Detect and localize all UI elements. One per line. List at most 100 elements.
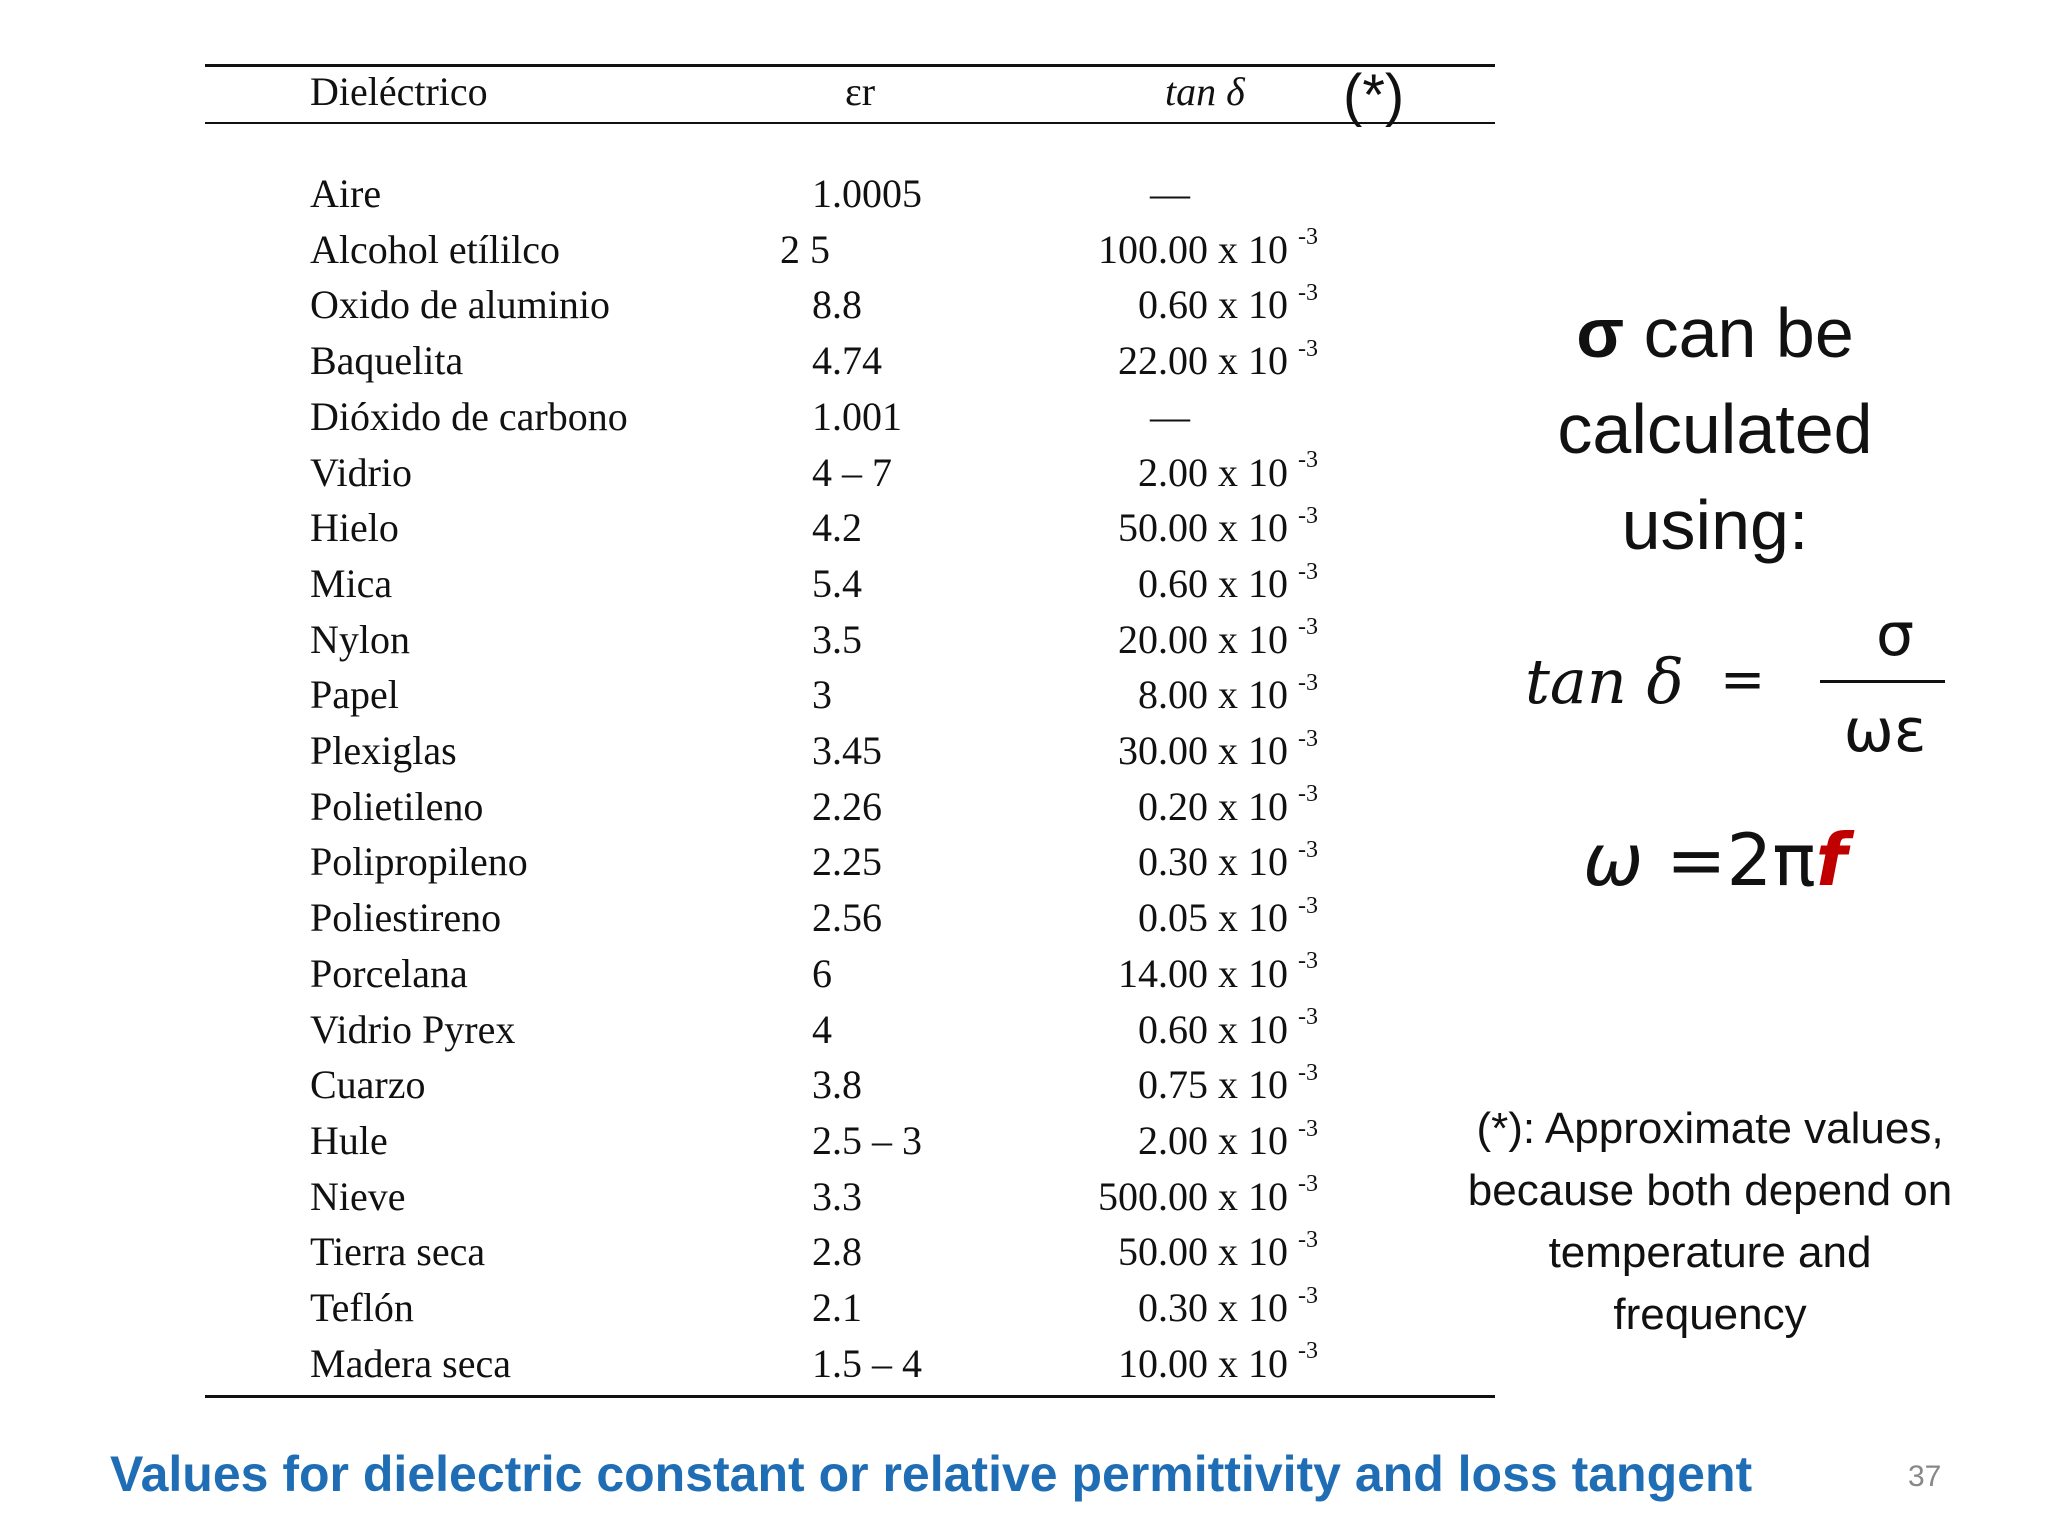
cell-dielectric: Tierra seca xyxy=(310,1229,486,1275)
note-line: (*): Approximate values, xyxy=(1476,1104,1944,1153)
cell-dielectric: Aire xyxy=(310,171,382,216)
table-header-rule xyxy=(205,122,1495,124)
cell-tan-delta: 30.00 x 10 -3 xyxy=(1118,726,1318,774)
cell-tan-delta: 0.60 x 10 -3 xyxy=(1138,559,1318,607)
cell-epsilon: 3 xyxy=(812,672,832,718)
header-tan-delta: tan δ xyxy=(1165,69,1245,114)
tan-exponent: -3 xyxy=(1298,669,1318,696)
cell-epsilon: 4.74 xyxy=(812,338,882,384)
cell-epsilon: 3.5 xyxy=(812,616,862,662)
cell-dielectric: Nieve xyxy=(310,1173,406,1219)
cell-epsilon: 5.4 xyxy=(812,560,862,606)
sigma-text-1: can be xyxy=(1624,294,1854,372)
cell-epsilon: 1.0005 xyxy=(812,171,922,216)
cell-epsilon: 3.3 xyxy=(812,1173,862,1219)
omega-formula: ω =2πf xyxy=(1500,818,1930,902)
omega-rest: =2π xyxy=(1643,818,1816,902)
page-number: 37 xyxy=(1908,1460,1942,1493)
tan-mantissa: 0.60 x 10 xyxy=(1138,282,1288,328)
cell-epsilon: 2.1 xyxy=(812,1285,862,1330)
tan-exponent: -3 xyxy=(1298,502,1318,529)
tan-exponent: -3 xyxy=(1298,948,1318,975)
cell-dielectric: Hule xyxy=(310,1117,388,1163)
cell-tan-delta: 22.00 x 10 -3 xyxy=(1118,336,1318,384)
header-dielectric: Dieléctrico xyxy=(310,69,488,114)
cell-tan-delta: 100.00 x 10 -3 xyxy=(1098,224,1318,273)
tan-mantissa: 500.00 x 10 xyxy=(1098,1173,1288,1219)
header-footnote-mark: (*) xyxy=(1343,63,1405,128)
cell-tan-delta: 10.00 x 10 -3 xyxy=(1118,1338,1318,1387)
cell-tan-delta: 2.00 x 10 -3 xyxy=(1138,1116,1318,1164)
cell-dielectric: Polietileno xyxy=(310,783,484,829)
tan-mantissa: 100.00 x 10 xyxy=(1098,226,1288,272)
cell-tan-delta: 0.30 x 10 -3 xyxy=(1138,837,1318,885)
omega-symbol: ω xyxy=(1583,818,1644,902)
cell-epsilon: 4.2 xyxy=(812,505,862,551)
cell-epsilon: 4 – 7 xyxy=(812,449,892,495)
table-row: Cuarzo 3.8 0.75 x 10 -3 xyxy=(0,1059,1500,1117)
sigma-text-2: calculated xyxy=(1557,390,1873,468)
cell-epsilon: 3.8 xyxy=(812,1062,862,1108)
cell-epsilon: 1.001 xyxy=(812,393,902,439)
tan-mantissa: 0.05 x 10 xyxy=(1138,895,1288,941)
cell-tan-delta: 2.00 x 10 -3 xyxy=(1138,447,1318,496)
cell-epsilon: 2.26 xyxy=(812,783,882,829)
note-line: temperature and xyxy=(1548,1228,1872,1277)
table-row: Tierra seca 2.8 50.00 x 10 -3 xyxy=(0,1226,1500,1284)
table-top-rule xyxy=(205,64,1495,67)
cell-dielectric: Porcelana xyxy=(310,950,468,996)
cell-epsilon: 3.45 xyxy=(812,728,882,773)
cell-epsilon: 4 xyxy=(812,1006,832,1052)
table-row: Hule 2.5 – 3 2.00 x 10 -3 xyxy=(0,1116,1500,1173)
cell-epsilon: 2.56 xyxy=(812,895,882,941)
table-row: Nylon 3.5 20.00 x 10 -3 xyxy=(0,614,1500,672)
formula-lhs: tan δ xyxy=(1525,645,1684,718)
cell-tan-delta: 8.00 x 10 -3 xyxy=(1138,669,1318,718)
tan-mantissa: 20.00 x 10 xyxy=(1118,616,1288,662)
tan-exponent: -3 xyxy=(1298,1282,1318,1309)
cell-tan-delta: 0.05 x 10 -3 xyxy=(1138,893,1318,941)
table-bottom-rule xyxy=(205,1395,1495,1398)
cell-epsilon: 6 xyxy=(812,950,832,996)
cell-tan-delta: 0.75 x 10 -3 xyxy=(1138,1059,1318,1108)
cell-dielectric: Madera seca xyxy=(310,1340,511,1386)
table-row: Papel 3 8.00 x 10 -3 xyxy=(0,669,1500,727)
tan-mantissa: 8.00 x 10 xyxy=(1138,672,1288,718)
tan-mantissa: 0.30 x 10 xyxy=(1138,1285,1288,1330)
tan-mantissa: 10.00 x 10 xyxy=(1118,1340,1288,1386)
table-row: Teflón 2.1 0.30 x 10 -3 xyxy=(0,1282,1500,1340)
tan-exponent: -3 xyxy=(1298,1226,1318,1253)
cell-dielectric: Teflón xyxy=(310,1285,414,1330)
sigma-explanation: σ can be calculated using: xyxy=(1500,285,1930,573)
table-row: Aire 1.0005 — xyxy=(0,170,1500,226)
table-row: Vidrio 4 – 7 2.00 x 10 -3 xyxy=(0,447,1500,505)
tan-exponent: -3 xyxy=(1298,1059,1318,1086)
note-line: frequency xyxy=(1613,1290,1807,1339)
cell-dielectric: Baquelita xyxy=(310,338,464,384)
tan-exponent: -3 xyxy=(1298,280,1318,307)
tan-exponent: -3 xyxy=(1298,447,1318,474)
tan-exponent: -3 xyxy=(1298,614,1318,641)
cell-dielectric: Papel xyxy=(310,672,399,718)
table-row: Hielo 4.2 50.00 x 10 -3 xyxy=(0,502,1500,560)
cell-epsilon: 1.5 – 4 xyxy=(812,1340,922,1386)
header-epsilon: εr xyxy=(845,69,876,114)
cell-dielectric: Dióxido de carbono xyxy=(310,393,628,439)
tan-exponent: -3 xyxy=(1298,1004,1318,1031)
cell-dielectric: Vidrio xyxy=(310,449,413,495)
cell-dielectric: Hielo xyxy=(310,505,399,551)
sigma-text-3: using: xyxy=(1621,486,1809,564)
cell-tan-delta: 0.60 x 10 -3 xyxy=(1138,280,1318,328)
table-row: Dióxido de carbono 1.001 — xyxy=(0,393,1500,449)
cell-dielectric: Plexiglas xyxy=(310,728,457,773)
tan-delta-formula: tan δ = σ ωε xyxy=(1520,600,1945,780)
cell-dielectric: Alcohol etílilco xyxy=(310,226,560,272)
table-row: Poliestireno 2.56 0.05 x 10 -3 xyxy=(0,893,1500,950)
cell-epsilon: 2.25 xyxy=(812,839,882,885)
tan-mantissa: 50.00 x 10 xyxy=(1118,505,1288,551)
cell-dielectric: Vidrio Pyrex xyxy=(310,1006,516,1052)
tan-mantissa: 2.00 x 10 xyxy=(1138,449,1288,495)
table-row: Oxido de aluminio 8.8 0.60 x 10 -3 xyxy=(0,280,1500,337)
tan-mantissa: 30.00 x 10 xyxy=(1118,728,1288,773)
note-line: because both depend on xyxy=(1467,1166,1953,1215)
